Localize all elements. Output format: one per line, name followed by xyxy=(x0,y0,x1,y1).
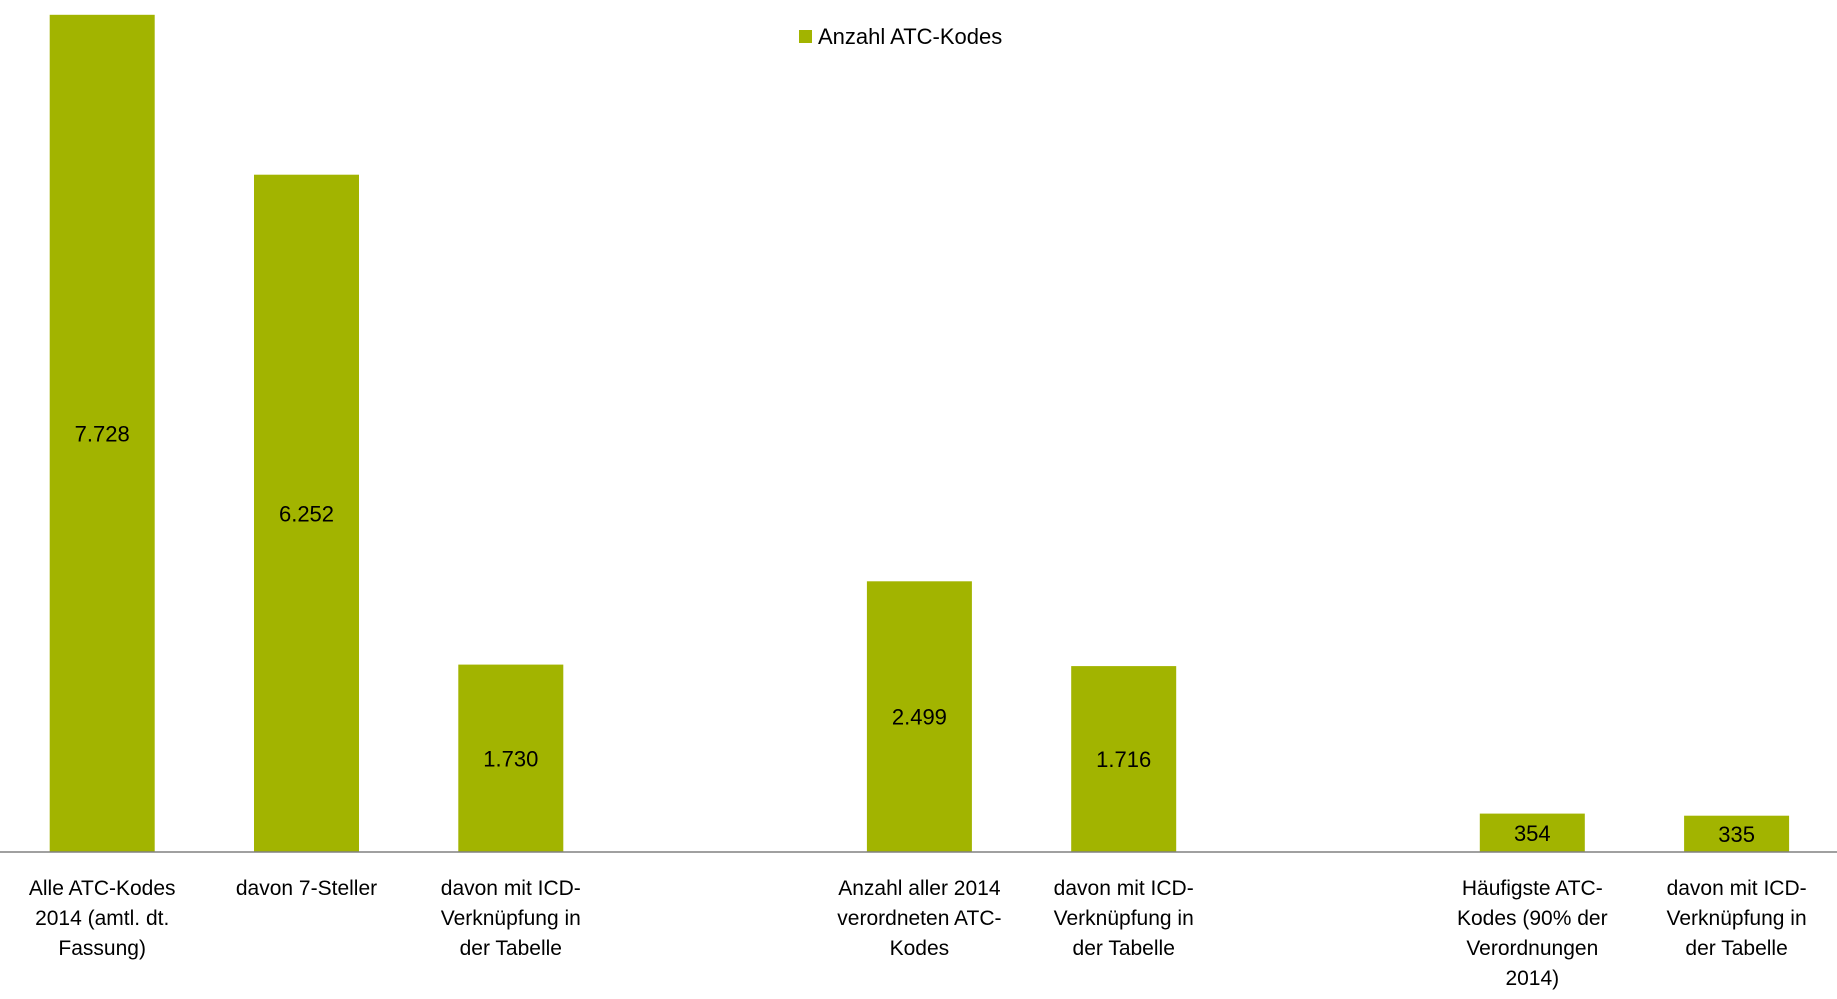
value-label-7: 354 xyxy=(1514,821,1551,846)
category-label-line: Verknüpfung in xyxy=(1054,907,1194,930)
bars-group xyxy=(49,14,1790,853)
category-label-line: Häufigste ATC- xyxy=(1462,877,1603,900)
value-labels-group: 7.728 6.252 1.730 2.499 1.716 354 335 xyxy=(75,421,1755,847)
category-label-line: der Tabelle xyxy=(1685,937,1787,960)
category-label-line: Verknüpfung in xyxy=(1667,907,1807,930)
category-label-0: Alle ATC-Kodes 2014 (amtl. dt. Fassung) xyxy=(29,877,176,960)
category-label-line: 2014 (amtl. dt. xyxy=(35,907,169,930)
category-label-line: davon 7-Steller xyxy=(236,877,377,900)
value-label-4: 2.499 xyxy=(892,705,947,730)
category-label-line: 2014) xyxy=(1505,967,1559,990)
category-labels-group: Alle ATC-Kodes 2014 (amtl. dt. Fassung) dav… xyxy=(29,877,1807,990)
bar-8 xyxy=(1684,815,1790,852)
category-label-line: der Tabelle xyxy=(460,937,562,960)
value-label-0: 7.728 xyxy=(75,421,130,446)
legend-label: Anzahl ATC-Kodes xyxy=(818,24,1002,49)
category-label-line: Kodes (90% der xyxy=(1457,907,1608,930)
category-label-line: Alle ATC-Kodes xyxy=(29,877,176,900)
category-label-line: davon mit ICD- xyxy=(1667,877,1807,900)
category-label-line: Fassung) xyxy=(58,937,146,960)
category-label-line: Anzahl aller 2014 xyxy=(838,877,1001,900)
bar-5 xyxy=(1071,666,1177,852)
bar-1 xyxy=(254,174,359,852)
bar-7 xyxy=(1479,813,1585,852)
legend-swatch xyxy=(799,30,812,43)
category-label-line: Verknüpfung in xyxy=(441,907,581,930)
category-label-line: davon mit ICD- xyxy=(1054,877,1194,900)
chart-legend: Anzahl ATC-Kodes xyxy=(799,24,1002,49)
bar-0 xyxy=(49,14,155,853)
category-label-line: davon mit ICD- xyxy=(441,877,581,900)
category-label-line: der Tabelle xyxy=(1073,937,1175,960)
category-label-line: verordneten ATC- xyxy=(837,907,1001,930)
category-label-2: davon mit ICD- Verknüpfung in der Tabelle xyxy=(441,877,581,960)
value-label-1: 6.252 xyxy=(279,501,334,526)
value-label-8: 335 xyxy=(1718,822,1755,847)
category-label-line: Kodes xyxy=(890,937,950,960)
category-label-5: davon mit ICD- Verknüpfung in der Tabelle xyxy=(1054,877,1194,960)
category-label-8: davon mit ICD- Verknüpfung in der Tabelle xyxy=(1667,877,1807,960)
category-label-7: Häufigste ATC- Kodes (90% der Verordnungen… xyxy=(1457,877,1608,990)
category-label-4: Anzahl aller 2014 verordneten ATC- Kodes xyxy=(837,877,1001,960)
value-label-5: 1.716 xyxy=(1096,747,1151,772)
bar-2 xyxy=(458,664,564,852)
category-label-line: Verordnungen xyxy=(1466,937,1598,960)
category-label-1: davon 7-Steller xyxy=(236,877,377,900)
value-label-2: 1.730 xyxy=(483,746,538,771)
bar-4 xyxy=(866,581,972,852)
